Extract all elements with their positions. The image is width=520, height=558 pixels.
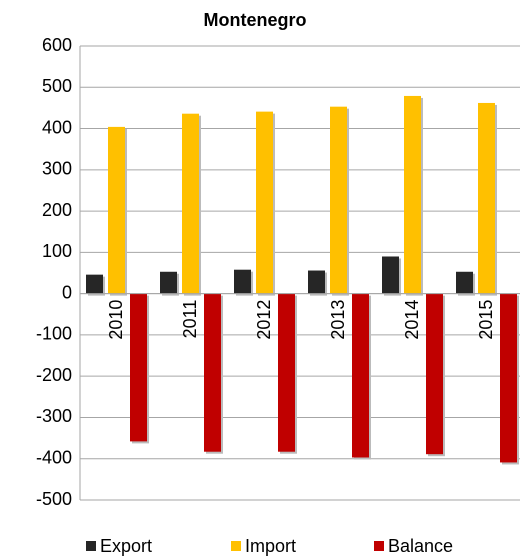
bar [278, 293, 295, 452]
bar [130, 293, 147, 442]
y-tick-label: -100 [36, 324, 72, 344]
bar [86, 274, 103, 294]
legend-label: Balance [388, 536, 453, 556]
y-tick-label: -300 [36, 406, 72, 426]
x-tick-label: 2011 [180, 300, 200, 339]
bar [182, 113, 199, 294]
x-tick-label: 2015 [476, 300, 496, 340]
legend-label: Export [100, 536, 152, 556]
bar [204, 293, 221, 452]
bar [478, 102, 495, 294]
bar [256, 111, 273, 294]
x-tick-label: 2014 [402, 300, 422, 340]
y-tick-label: -400 [36, 447, 72, 467]
legend-swatch [374, 541, 384, 551]
y-tick-label: 600 [42, 35, 72, 55]
x-tick-label: 2013 [328, 300, 348, 340]
y-tick-label: 0 [62, 282, 72, 302]
y-tick-label: 300 [42, 159, 72, 179]
bar [456, 271, 473, 294]
x-tick-label: 2012 [254, 300, 274, 340]
legend-swatch [231, 541, 241, 551]
bar [108, 126, 125, 294]
bar [426, 293, 443, 455]
bar [308, 270, 325, 294]
y-tick-label: -500 [36, 489, 72, 509]
bar [352, 293, 369, 458]
y-tick-label: 400 [42, 117, 72, 137]
legend-label: Import [245, 536, 296, 556]
chart-title: Montenegro [204, 10, 307, 30]
y-tick-label: 100 [42, 241, 72, 261]
bar [404, 95, 421, 294]
y-tick-label: -200 [36, 365, 72, 385]
bar [330, 106, 347, 294]
legend-swatch [86, 541, 96, 551]
bar [382, 256, 399, 294]
bar [234, 269, 251, 294]
bar [500, 293, 517, 463]
bar [160, 271, 177, 294]
y-tick-label: 500 [42, 76, 72, 96]
x-tick-label: 2010 [106, 300, 126, 340]
y-tick-label: 200 [42, 200, 72, 220]
